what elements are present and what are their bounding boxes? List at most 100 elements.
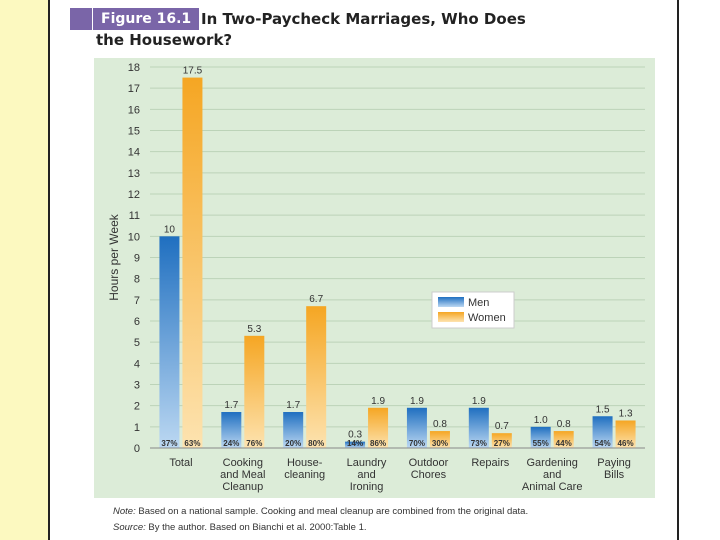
y-tick-label: 16 [128,104,140,116]
bar-women [306,306,327,448]
y-tick-label: 8 [134,274,140,286]
share-label-men: 37% [161,439,177,448]
x-tick-label: Total [169,457,192,469]
x-tick-label: Cooking [223,457,263,469]
x-tick-label: and [543,469,561,481]
bar-men [530,426,551,448]
y-tick-label: 4 [134,358,140,370]
y-tick-label: 18 [128,62,140,74]
legend-swatch-women [438,312,464,322]
legend-label-women: Women [468,312,506,324]
data-label-men: 0.3 [348,430,362,441]
data-label-men: 1.9 [410,396,424,407]
x-tick-label: Cleanup [222,481,263,493]
source-label: Source: [113,522,146,533]
share-label-men: 24% [223,439,239,448]
y-tick-label: 10 [128,231,140,243]
data-label-men: 10 [164,224,176,235]
share-label-women: 76% [246,439,262,448]
data-label-men: 1.7 [224,400,238,411]
share-label-men: 54% [595,439,611,448]
y-tick-label: 12 [128,189,140,201]
y-tick-label: 11 [129,210,140,222]
x-tick-label: and [357,469,375,481]
data-label-women: 6.7 [309,294,323,305]
y-tick-label: 7 [134,295,140,307]
bar-women [615,420,636,448]
bar-women [368,407,389,448]
bar-men [592,416,613,448]
figure-color-tag [70,8,92,30]
note-text: Based on a national sample. Cooking and … [135,506,529,517]
right-border-line [677,0,679,540]
x-tick-label: Gardening [527,457,578,469]
bar-women [244,335,265,448]
note-label: Note: [113,506,136,517]
y-tick-label: 14 [128,147,140,159]
legend-label-men: Men [468,297,489,309]
x-tick-label: Bills [604,469,625,481]
share-label-women: 86% [370,439,386,448]
note-line: Note: Based on a national sample. Cookin… [113,504,528,520]
bar-men [345,441,366,448]
bar-women [491,433,512,448]
share-label-women: 80% [308,439,324,448]
x-tick-label: House- [287,457,323,469]
figure-notes: Note: Based on a national sample. Cookin… [113,504,528,536]
share-label-women: 44% [556,439,572,448]
x-tick-label: Outdoor [409,457,449,469]
y-tick-label: 3 [134,380,140,392]
y-tick-label: 17 [128,83,140,95]
share-label-men: 55% [533,439,549,448]
data-label-women: 0.7 [495,421,509,432]
x-tick-label: and Meal [220,469,265,481]
source-line: Source: By the author. Based on Bianchi … [113,520,528,536]
bar-men [221,412,242,448]
share-label-women: 46% [618,439,634,448]
share-label-men: 70% [409,439,425,448]
bar-men [283,412,304,448]
x-tick-label: cleaning [284,469,325,481]
figure-title: In Two-Paycheck Marriages, Who Does the … [96,9,566,51]
legend-swatch-men [438,297,464,307]
data-label-men: 1.9 [472,396,486,407]
bar-women [429,431,450,448]
bar-men [159,236,180,448]
data-label-women: 0.8 [433,419,447,430]
x-tick-label: Ironing [350,481,384,493]
source-text: By the author. Based on Bianchi et al. 2… [145,522,367,533]
bar-women [182,77,203,448]
left-margin-strip [0,0,50,540]
data-label-men: 1.0 [534,415,548,426]
bar-men [468,407,489,448]
figure-label: Figure 16.1 [93,8,200,30]
x-tick-label: Paying [597,457,631,469]
x-tick-label: Repairs [471,457,509,469]
data-label-women: 0.8 [557,419,571,430]
y-tick-label: 1 [134,422,140,434]
y-tick-label: 2 [134,401,140,413]
y-tick-label: 9 [134,253,140,265]
y-tick-label: 13 [128,168,140,180]
title-line-2: the Housework? [96,31,233,49]
bar-men [406,407,427,448]
x-tick-label: Chores [411,469,447,481]
share-label-men: 73% [471,439,487,448]
share-label-men: 20% [285,439,301,448]
data-label-men: 1.7 [286,400,300,411]
data-label-women: 1.3 [619,408,633,419]
x-tick-label: Animal Care [522,481,583,493]
x-tick-label: Laundry [347,457,387,469]
data-label-women: 17.5 [183,66,203,77]
share-label-women: 30% [432,439,448,448]
y-tick-label: 6 [134,316,140,328]
y-tick-label: 0 [134,443,140,455]
title-line-1: In Two-Paycheck Marriages, Who Does [201,10,526,28]
share-label-women: 63% [184,439,200,448]
data-label-women: 5.3 [247,324,261,335]
share-label-men: 14% [347,439,363,448]
y-tick-label: 15 [128,126,140,138]
data-label-women: 1.9 [371,396,385,407]
data-label-men: 1.5 [596,404,610,415]
